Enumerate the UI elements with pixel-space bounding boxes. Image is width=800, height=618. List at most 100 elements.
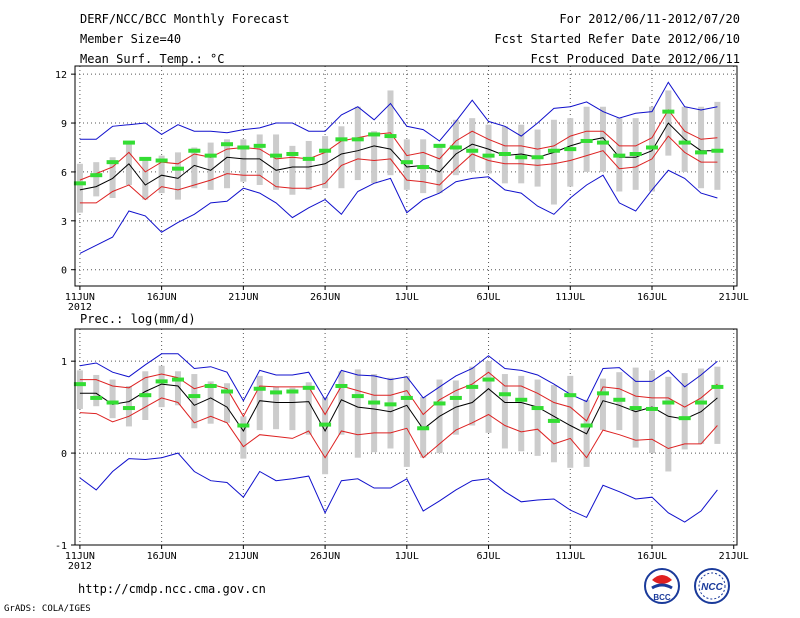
source-url[interactable]: http://cmdp.ncc.cma.gov.cn: [78, 582, 266, 596]
precip-observed-mark: [139, 393, 152, 398]
precip-xtick-label: 11JUN: [65, 551, 95, 562]
temp-observed-mark: [449, 145, 462, 150]
temp-range-box: [191, 147, 198, 189]
temp-observed-mark: [695, 150, 708, 155]
header-right: For 2012/06/11-2012/07/20 Fcst Started R…: [494, 12, 740, 72]
precip-range-box: [649, 370, 656, 454]
precip-range-box: [534, 379, 541, 456]
temp-ytick-label: 12: [55, 70, 67, 81]
temp-observed-mark: [662, 109, 675, 114]
precip-range-box: [322, 397, 329, 475]
temp-range-box: [224, 139, 231, 189]
precip-observed-mark: [678, 416, 691, 421]
temp-xtick-label: 21JUL: [719, 292, 749, 303]
precip-observed-mark: [73, 382, 86, 387]
precip-year-label: 2012: [68, 561, 92, 572]
precip-range-box: [158, 365, 165, 408]
temp-range-box: [142, 160, 149, 200]
temp-observed-mark: [580, 138, 593, 143]
precip-xtick-label: 1JUL: [395, 551, 419, 562]
temp-range-box: [698, 106, 705, 189]
precip-observed-mark: [449, 395, 462, 400]
temp-observed-mark: [711, 148, 724, 153]
precip-range-box: [224, 383, 231, 423]
temp-range-box: [371, 131, 378, 184]
precip-line-ensemble-mean: [79, 383, 718, 435]
temp-xtick-label: 11JUL: [555, 292, 585, 303]
temp-range-box: [256, 134, 263, 185]
temp-observed-mark: [564, 147, 577, 152]
bcc-logo: BCC: [644, 568, 680, 604]
temp-observed-mark: [547, 148, 560, 153]
header-left: DERF/NCC/BCC Monthly Forecast Member Siz…: [80, 12, 290, 72]
temp-range-box: [305, 140, 312, 190]
precip-observed-mark: [482, 377, 495, 382]
temp-xtick-label: 26JUN: [310, 292, 340, 303]
temp-observed-mark: [90, 173, 103, 178]
temp-observed-mark: [351, 137, 364, 142]
temp-range-box: [273, 134, 280, 190]
temp-range-box: [240, 139, 247, 182]
temp-observed-mark: [302, 156, 315, 161]
temp-range-box: [322, 136, 329, 189]
temp-range-box: [76, 163, 83, 213]
forecast-title: DERF/NCC/BCC Monthly Forecast: [80, 12, 290, 26]
precip-observed-mark: [302, 385, 315, 390]
precip-observed-mark: [188, 394, 201, 399]
precip-line-ensemble-max: [79, 452, 718, 523]
precip-xtick-label: 6JUL: [476, 551, 500, 562]
precip-observed-mark: [564, 393, 577, 398]
temp-observed-mark: [433, 143, 446, 148]
precip-range-box: [501, 374, 508, 449]
temp-line-mean-spread: [79, 109, 718, 181]
precip-observed-mark: [253, 386, 266, 391]
precip-range-box: [76, 370, 83, 409]
precip-range-box: [240, 416, 247, 459]
precip-frame: [74, 328, 738, 546]
precip-range-box: [207, 381, 214, 424]
precip-observed-mark: [155, 379, 168, 384]
temp-observed-mark: [253, 143, 266, 148]
temp-range-box: [354, 106, 361, 181]
precip-observed-mark: [106, 400, 119, 405]
precip-observed-mark: [695, 400, 708, 405]
temp-observed-mark: [596, 140, 609, 145]
precip-observed-mark: [580, 423, 593, 428]
precip-range-box: [599, 378, 606, 431]
temp-observed-mark: [139, 156, 152, 161]
temp-observed-mark: [221, 142, 234, 147]
temp-range-box: [289, 145, 296, 195]
precip-range-box: [338, 371, 345, 435]
precip-range-box: [485, 361, 492, 433]
temp-observed-mark: [678, 140, 691, 145]
precip-xtick-label: 11JUL: [555, 551, 585, 562]
forecast-period: For 2012/06/11-2012/07/20: [559, 12, 740, 26]
precip-range-box: [387, 377, 394, 449]
temp-observed-mark: [73, 181, 86, 186]
precip-range-box: [109, 379, 116, 419]
temp-range-box: [550, 119, 557, 205]
temp-range-box: [109, 157, 116, 198]
precip-range-box: [665, 376, 672, 472]
temp-range-box: [599, 106, 606, 172]
precip-observed-mark: [204, 383, 217, 388]
temp-observed-mark: [286, 152, 299, 156]
precip-observed-mark: [417, 426, 430, 431]
precip-observed-mark: [90, 395, 103, 400]
precip-chart: 11JUN 16JUN 21JUN 26JUN 1JUL 6JUL 11JUL 16JUL 21…: [55, 328, 749, 572]
temp-range-box: [567, 118, 574, 187]
temp-line-ensemble-min: [79, 81, 718, 142]
precip-observed-mark: [498, 392, 511, 397]
precip-range-box: [403, 375, 410, 467]
precip-observed-mark: [319, 422, 332, 427]
precip-range-box: [305, 382, 312, 435]
temp-year-label: 2012: [68, 302, 92, 313]
precip-range-box: [714, 366, 721, 444]
temp-xtick-label: 1JUL: [395, 292, 419, 303]
precip-range-box: [469, 366, 476, 426]
temp-observed-mark: [106, 160, 119, 165]
precip-observed-mark: [547, 418, 560, 423]
precip-ytick-label: 1: [61, 357, 67, 368]
temp-chart: 11JUN 16JUN 21JUN 26JUN 1JUL 6JUL 11JUL 16JUL 21…: [55, 65, 749, 313]
precip-range-box: [289, 387, 296, 431]
